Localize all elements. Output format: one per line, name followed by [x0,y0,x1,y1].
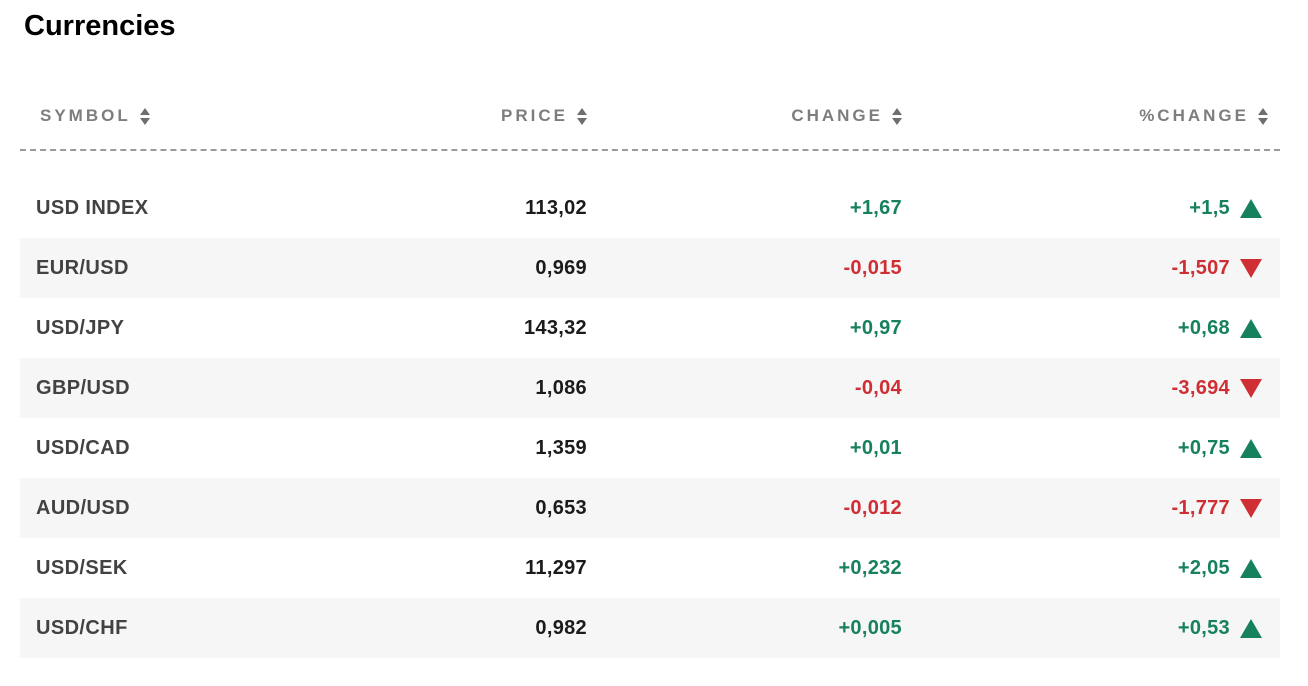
triangle-up-icon [1239,558,1262,578]
table-row[interactable]: USD/JPY 143,32 +0,97 +0,68 [20,298,1280,358]
column-header-pct-change[interactable]: %CHANGE [902,106,1280,126]
column-header-pct-change-label: %CHANGE [1139,106,1249,125]
symbol-cell: USD/SEK [36,556,128,579]
price-cell: 113,02 [525,196,587,219]
price-cell: 143,32 [524,316,587,339]
sort-arrows-icon [139,107,150,125]
table-row[interactable]: USD/CHF 0,982 +0,005 +0,53 [20,598,1280,658]
table-row[interactable]: GBP/USD 1,086 -0,04 -3,694 [20,358,1280,418]
symbol-cell: AUD/USD [36,496,130,519]
price-cell: 0,653 [535,496,587,519]
currencies-table: SYMBOL PRICE CHANGE %CHANGE USD INDEX 11… [20,106,1280,658]
change-cell: -0,012 [843,496,902,519]
sort-arrows-icon [1257,107,1268,125]
change-cell: -0,04 [854,376,902,399]
pct-change-value: +0,53 [1177,616,1230,639]
triangle-down-icon [1239,378,1262,398]
price-cell: 0,982 [535,616,587,639]
change-cell: +0,01 [849,436,902,459]
triangle-up-icon [1239,198,1262,218]
pct-change-value: +2,05 [1177,556,1230,579]
column-header-change-label: CHANGE [791,106,883,125]
symbol-cell: EUR/USD [36,256,129,279]
column-header-price[interactable]: PRICE [322,106,587,126]
pct-change-cell: +0,68 [902,317,1280,340]
price-cell: 0,969 [535,256,587,279]
table-row[interactable]: USD/CAD 1,359 +0,01 +0,75 [20,418,1280,478]
table-header-row: SYMBOL PRICE CHANGE %CHANGE [20,106,1280,151]
table-row[interactable]: USD/SEK 11,297 +0,232 +2,05 [20,538,1280,598]
page-title: Currencies [24,10,176,42]
pct-change-cell: +1,5 [902,197,1280,220]
symbol-cell: USD INDEX [36,196,149,219]
pct-change-value: +0,68 [1177,316,1230,339]
pct-change-value: -1,777 [1171,496,1230,519]
column-header-change[interactable]: CHANGE [587,106,902,126]
price-cell: 11,297 [525,556,587,579]
triangle-down-icon [1239,258,1262,278]
triangle-up-icon [1239,318,1262,338]
triangle-up-icon [1239,618,1262,638]
change-cell: +0,005 [838,616,902,639]
column-header-symbol[interactable]: SYMBOL [20,106,322,126]
pct-change-value: -3,694 [1171,376,1230,399]
change-cell: +0,232 [838,556,902,579]
price-cell: 1,359 [535,436,587,459]
column-header-symbol-label: SYMBOL [40,106,131,125]
table-row[interactable]: USD INDEX 113,02 +1,67 +1,5 [20,178,1280,238]
change-cell: +1,67 [849,196,902,219]
symbol-cell: USD/JPY [36,316,125,339]
pct-change-cell: +0,75 [902,437,1280,460]
pct-change-cell: +0,53 [902,617,1280,640]
change-cell: -0,015 [843,256,902,279]
pct-change-cell: -1,507 [902,257,1280,280]
pct-change-value: +1,5 [1189,196,1230,219]
table-row[interactable]: EUR/USD 0,969 -0,015 -1,507 [20,238,1280,298]
sort-arrows-icon [891,107,902,125]
change-cell: +0,97 [849,316,902,339]
pct-change-value: +0,75 [1177,436,1230,459]
pct-change-value: -1,507 [1171,256,1230,279]
sort-arrows-icon [576,107,587,125]
pct-change-cell: -3,694 [902,377,1280,400]
triangle-up-icon [1239,438,1262,458]
pct-change-cell: -1,777 [902,497,1280,520]
table-row[interactable]: AUD/USD 0,653 -0,012 -1,777 [20,478,1280,538]
symbol-cell: GBP/USD [36,376,130,399]
triangle-down-icon [1239,498,1262,518]
column-header-price-label: PRICE [501,106,568,125]
price-cell: 1,086 [535,376,587,399]
table-rows: USD INDEX 113,02 +1,67 +1,5 EUR/USD 0,96… [20,178,1280,658]
symbol-cell: USD/CHF [36,616,128,639]
symbol-cell: USD/CAD [36,436,130,459]
pct-change-cell: +2,05 [902,557,1280,580]
